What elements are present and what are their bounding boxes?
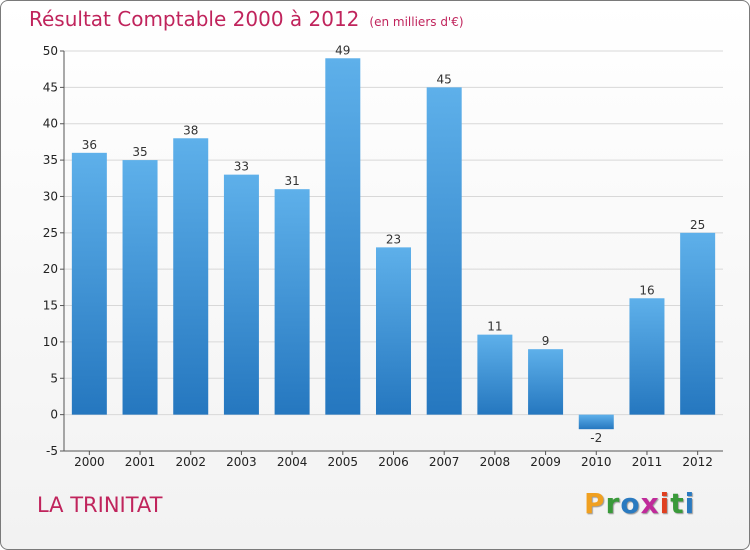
x-tick-label-2012: 2012 (682, 455, 713, 469)
x-tick-label-2000: 2000 (74, 455, 105, 469)
bars (71, 58, 716, 430)
chart-title: Résultat Comptable 2000 à 2012 (en millie… (29, 7, 464, 31)
data-label-2000: 36 (82, 138, 97, 152)
x-tick-label-2005: 2005 (328, 455, 359, 469)
commune-name: LA TRINITAT (37, 493, 163, 517)
x-tick-label-2009: 2009 (530, 455, 561, 469)
logo-letter: i (684, 487, 696, 520)
y-tick-label: 15 (43, 299, 58, 313)
x-tick-label-2002: 2002 (175, 455, 206, 469)
data-label-2008: 11 (487, 320, 502, 334)
data-label-2005: 49 (335, 43, 350, 57)
x-tick-label-2008: 2008 (480, 455, 511, 469)
y-tick-label: 20 (43, 262, 58, 276)
bar-2005 (325, 58, 361, 415)
bar-2009 (528, 349, 564, 415)
bar-2012 (680, 232, 716, 415)
data-label-2010: -2 (590, 431, 602, 445)
logo-letter: r (605, 487, 621, 520)
bar-2004 (274, 189, 310, 415)
y-tick-label: 10 (43, 335, 58, 349)
y-tick-label: 50 (43, 44, 58, 58)
data-label-2007: 45 (437, 72, 452, 86)
y-tick-label: 5 (50, 371, 58, 385)
y-tick-label: 35 (43, 153, 58, 167)
x-tick-label-2004: 2004 (277, 455, 308, 469)
bar-2006 (376, 247, 411, 415)
logo-letter: P (584, 487, 606, 520)
data-label-2009: 9 (542, 334, 550, 348)
data-label-2012: 25 (690, 218, 705, 232)
bar-2001 (122, 160, 158, 415)
bar-2008 (477, 334, 513, 415)
data-label-2002: 38 (183, 123, 198, 137)
logo-letter: x (640, 487, 660, 520)
x-tick-label-2011: 2011 (632, 455, 663, 469)
bar-2011 (629, 298, 665, 415)
y-tick-label: 25 (43, 226, 58, 240)
x-tick-label-2003: 2003 (226, 455, 257, 469)
title-text: Résultat Comptable 2000 à 2012 (29, 7, 360, 31)
bar-2003 (223, 174, 259, 415)
bar-2000 (71, 152, 107, 415)
chart-subtitle: (en milliers d'€) (369, 15, 464, 29)
data-label-2011: 16 (639, 283, 654, 297)
data-label-2004: 31 (284, 174, 299, 188)
data-label-2006: 23 (386, 232, 401, 246)
logo-letter: t (670, 487, 685, 520)
y-tick-label: -5 (46, 444, 58, 458)
y-tick-label: 45 (43, 80, 58, 94)
x-tick-label-2006: 2006 (378, 455, 409, 469)
data-labels: 36 35 38 33 31 49 23 45 11 9 -2 16 25 (82, 43, 706, 445)
y-tick-label: 30 (43, 189, 58, 203)
y-axis-ticks: -5 0 5 10 15 20 25 30 35 40 45 50 (43, 44, 64, 458)
data-label-2001: 35 (132, 145, 147, 159)
data-label-2003: 33 (234, 160, 249, 174)
bar-2007 (426, 87, 462, 415)
bar-2010 (578, 414, 614, 430)
bar-2002 (173, 138, 209, 415)
y-tick-label: 40 (43, 117, 58, 131)
x-tick-label-2010: 2010 (581, 455, 612, 469)
x-tick-label-2001: 2001 (125, 455, 156, 469)
proxiti-logo: Proxiti (584, 487, 695, 520)
x-axis-ticks: 2000 2001 2002 2003 2004 2005 2006 2007 2008 2009… (74, 451, 713, 469)
logo-letter: o (620, 487, 641, 520)
logo-letter: i (659, 487, 671, 520)
x-tick-label-2007: 2007 (429, 455, 460, 469)
y-tick-label: 0 (50, 408, 58, 422)
